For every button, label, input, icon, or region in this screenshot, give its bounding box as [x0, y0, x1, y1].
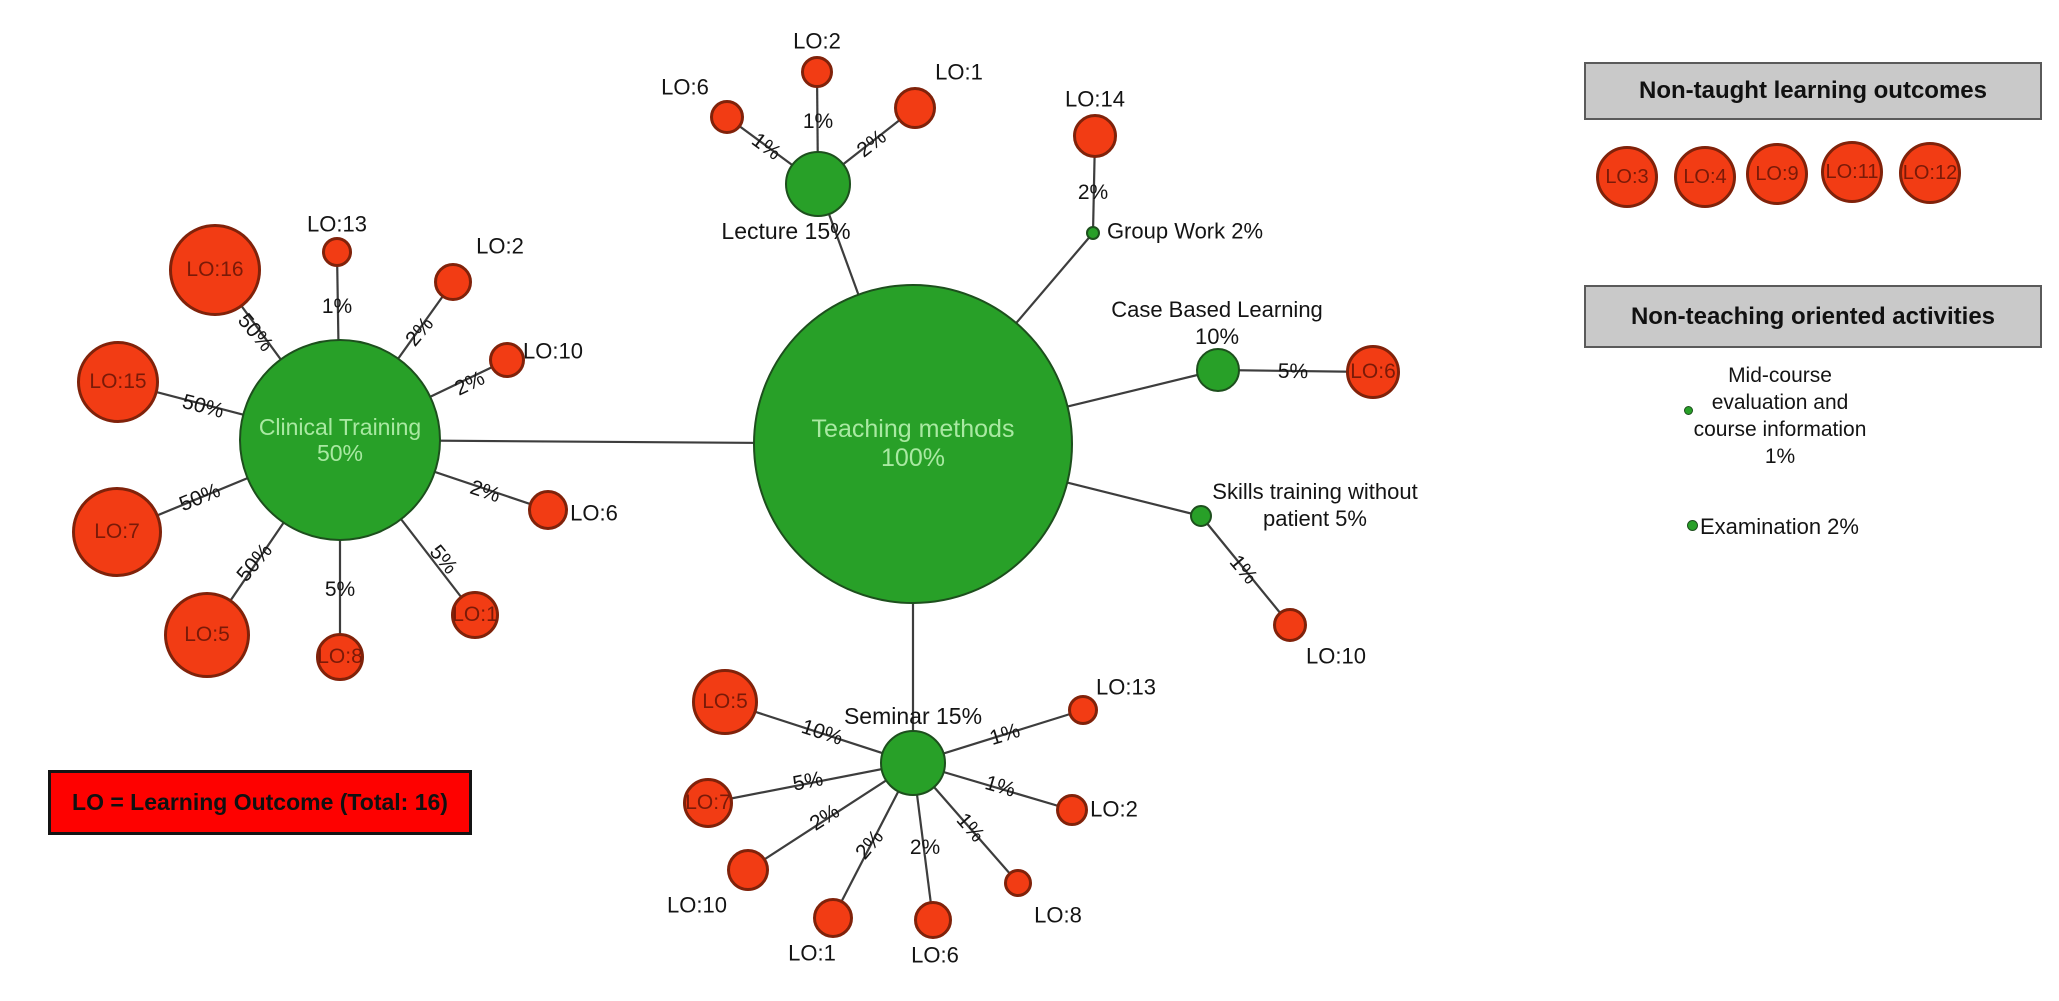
non-taught-outcome-label: LO:11 — [1825, 160, 1879, 183]
non-taught-header-label: Non-taught learning outcomes — [1639, 77, 1987, 104]
outcome-node-g14 — [1073, 114, 1117, 158]
non-taught-outcome-label: LO:3 — [1605, 165, 1649, 188]
non-taught-outcome-circle: LO:3 — [1596, 146, 1658, 208]
method-node-ct: Clinical Training 50% — [239, 339, 441, 541]
node-label-l6: LO:6 — [661, 74, 709, 100]
non-teaching-header-label: Non-teaching oriented activities — [1630, 302, 1996, 330]
node-label-c5: LO:5 — [184, 622, 230, 646]
edge-sem-m7 — [707, 761, 914, 805]
node-label-c7: LO:7 — [94, 519, 140, 543]
outcome-node-c2 — [434, 263, 472, 301]
node-label-c15: LO:15 — [89, 369, 147, 393]
non-taught-outcome-label: LO:9 — [1755, 162, 1799, 185]
method-node-sem — [880, 730, 946, 796]
edge-label-sem-m6: 2% — [909, 836, 941, 859]
edge-label-gw-g14: 2% — [1077, 181, 1109, 204]
mid-course-evaluation-label: Mid-course evaluation and course informa… — [1693, 364, 1867, 468]
edge-label-lec-l2: 1% — [802, 110, 834, 133]
node-label-m8: LO:8 — [1034, 902, 1082, 928]
non-taught-outcome-label: LO:12 — [1902, 161, 1958, 184]
legend-label: LO = Learning Outcome (Total: 16) — [72, 789, 448, 815]
non-taught-outcome-circle: LO:11 — [1821, 141, 1883, 203]
outcome-node-c1: LO:1 — [451, 591, 499, 639]
legend-box: LO = Learning Outcome (Total: 16) — [48, 770, 472, 835]
node-label-m7: LO:7 — [685, 790, 731, 814]
node-label-stw: Skills training without patient 5% — [1212, 479, 1418, 531]
outcome-node-c16: LO:16 — [169, 224, 261, 316]
outcome-node-m13 — [1068, 695, 1098, 725]
method-node-lec — [785, 151, 851, 217]
outcome-node-cb6: LO:6 — [1346, 345, 1400, 399]
node-label-ct: Clinical Training 50% — [258, 413, 422, 466]
outcome-node-s10 — [1273, 608, 1307, 642]
non-taught-header: Non-taught learning outcomes — [1584, 62, 2042, 120]
non-taught-outcome-label: LO:4 — [1683, 165, 1727, 188]
node-label-c10: LO:10 — [523, 338, 583, 364]
examination-bullet-dot — [1687, 520, 1698, 531]
edge-label-ct-c13: 1% — [321, 295, 353, 318]
outcome-node-c5: LO:5 — [164, 592, 250, 678]
node-label-c8: LO:8 — [317, 644, 363, 668]
node-label-m10: LO:10 — [667, 892, 727, 918]
node-label-c16: LO:16 — [186, 257, 244, 281]
outcome-node-c13 — [322, 237, 352, 267]
node-label-s10: LO:10 — [1306, 643, 1366, 669]
method-node-tm: Teaching methods 100% — [753, 284, 1073, 604]
node-label-cb6: LO:6 — [1350, 359, 1396, 383]
method-node-cbl — [1196, 348, 1240, 392]
node-label-sem: Seminar 15% — [843, 702, 983, 729]
outcome-node-l6 — [710, 100, 744, 134]
edge-label-cbl-cb6: 5% — [1277, 359, 1309, 384]
node-label-tm: Teaching methods 100% — [811, 415, 1015, 472]
mid-course-bullet-dot — [1684, 406, 1693, 415]
outcome-node-m5: LO:5 — [692, 669, 758, 735]
method-node-gw — [1086, 226, 1100, 240]
node-label-gw: Group Work 2% — [1106, 218, 1264, 244]
outcome-node-m2 — [1056, 794, 1088, 826]
outcome-node-m1 — [813, 898, 853, 938]
outcome-node-m6 — [914, 901, 952, 939]
outcome-node-m8 — [1004, 869, 1032, 897]
outcome-node-c15: LO:15 — [77, 341, 159, 423]
node-label-c2: LO:2 — [476, 233, 524, 259]
outcome-node-c7: LO:7 — [72, 487, 162, 577]
non-taught-outcome-circle: LO:4 — [1674, 146, 1736, 208]
node-label-m5: LO:5 — [702, 689, 748, 713]
node-label-cbl: Case Based Learning 10% — [1111, 297, 1323, 349]
non-teaching-header: Non-teaching oriented activities — [1584, 285, 2042, 348]
examination-label: Examination 2% — [1700, 514, 1859, 539]
outcome-node-l1 — [894, 87, 936, 129]
node-label-c13: LO:13 — [307, 211, 367, 237]
node-label-l1: LO:1 — [935, 59, 983, 85]
outcome-node-c6 — [528, 490, 568, 530]
node-label-m1: LO:1 — [788, 940, 836, 966]
outcome-node-c10 — [489, 342, 525, 378]
outcome-node-m10 — [727, 849, 769, 891]
outcome-node-m7: LO:7 — [683, 778, 733, 828]
node-label-m13: LO:13 — [1096, 674, 1156, 700]
node-label-lec: Lecture 15% — [721, 217, 851, 244]
node-label-g14: LO:14 — [1065, 86, 1125, 112]
node-label-c1: LO:1 — [452, 602, 498, 626]
method-node-stw — [1190, 505, 1212, 527]
edge-label-ct-c8: 5% — [324, 578, 356, 601]
node-label-m6: LO:6 — [911, 942, 959, 968]
outcome-node-c8: LO:8 — [316, 633, 364, 681]
non-taught-outcome-circle: LO:9 — [1746, 143, 1808, 205]
node-label-c6: LO:6 — [570, 500, 618, 526]
non-taught-outcome-circle: LO:12 — [1899, 142, 1961, 204]
outcome-node-l2 — [801, 56, 833, 88]
node-label-m2: LO:2 — [1090, 796, 1138, 822]
node-label-l2: LO:2 — [793, 28, 841, 54]
edge-stw-s10 — [1200, 515, 1291, 626]
